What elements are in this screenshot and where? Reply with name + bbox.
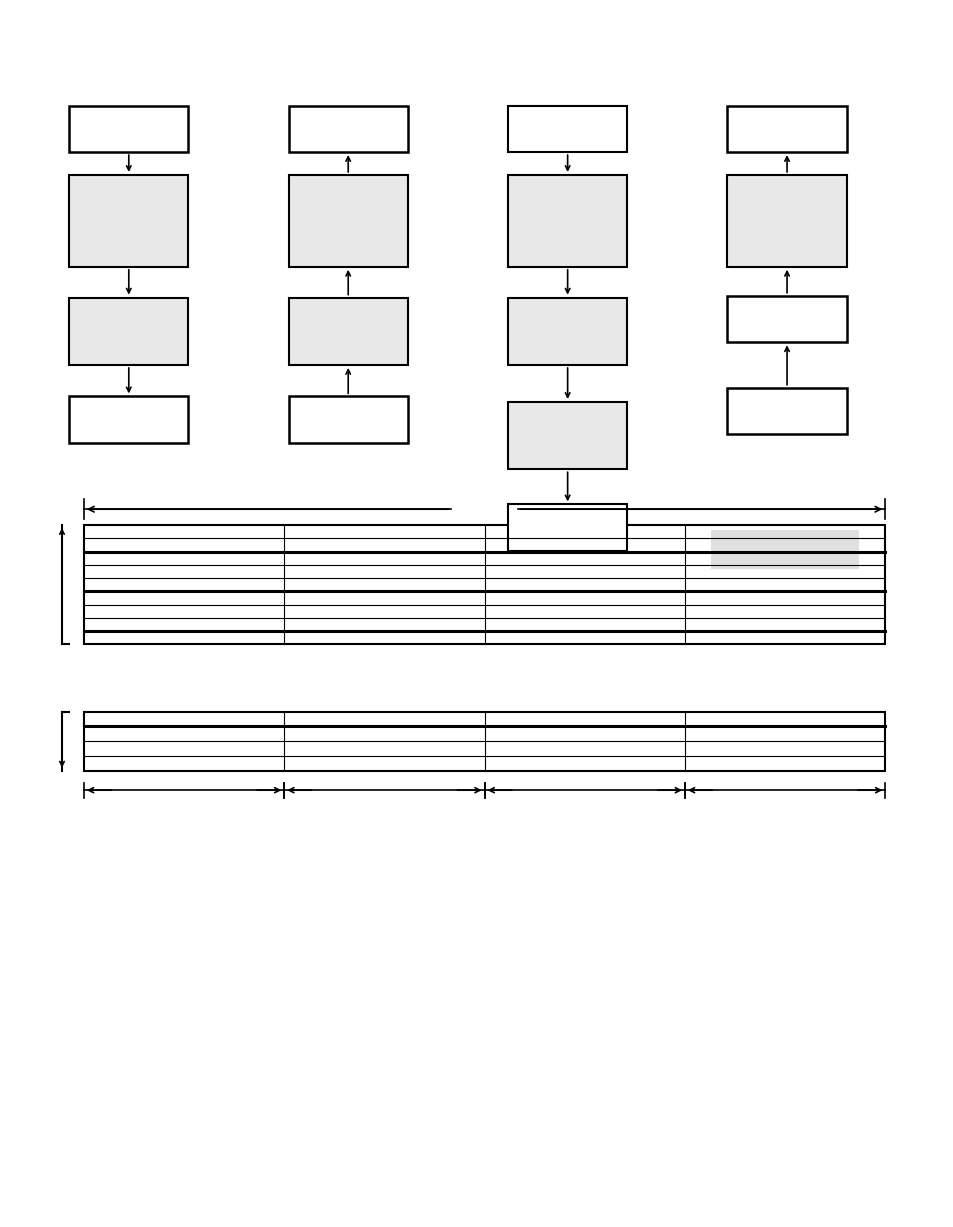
Bar bbox=[726, 175, 845, 267]
Bar bbox=[70, 106, 189, 152]
Bar bbox=[288, 298, 408, 366]
Bar bbox=[726, 296, 845, 342]
Bar bbox=[70, 396, 189, 443]
Bar bbox=[84, 712, 884, 771]
Bar bbox=[507, 504, 626, 551]
Bar bbox=[507, 298, 626, 366]
Bar bbox=[70, 298, 189, 366]
Bar bbox=[726, 106, 845, 152]
Bar bbox=[288, 175, 408, 267]
Bar bbox=[507, 402, 626, 470]
Bar bbox=[288, 396, 408, 443]
Bar bbox=[70, 175, 189, 267]
Bar bbox=[710, 530, 858, 569]
Bar bbox=[507, 106, 626, 152]
Bar bbox=[726, 388, 845, 434]
Bar bbox=[84, 525, 884, 644]
Bar bbox=[507, 175, 626, 267]
Bar bbox=[288, 106, 408, 152]
